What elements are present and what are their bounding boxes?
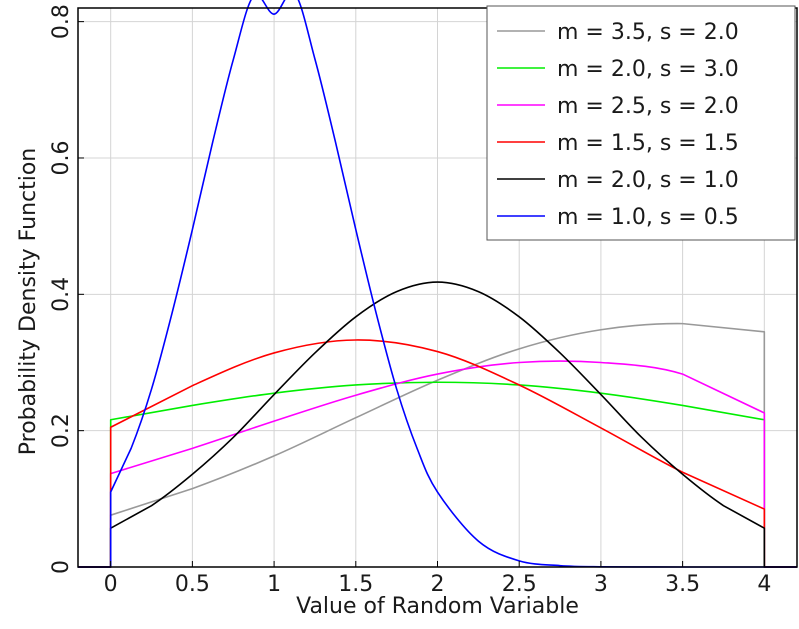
x-tick-label: 2 <box>431 572 445 597</box>
legend-label-5: m = 1.0, s = 0.5 <box>557 205 739 230</box>
legend-label-3: m = 1.5, s = 1.5 <box>557 131 739 156</box>
legend: m = 3.5, s = 2.0 m = 2.0, s = 3.0 m = 2.5,… <box>486 5 796 241</box>
series-line-2 <box>78 360 797 568</box>
y-axis-title: Probability Density Function <box>16 148 41 456</box>
y-tick-label: 0.6 <box>49 140 74 175</box>
x-axis-title: Value of Random Variable <box>296 594 579 619</box>
legend-box <box>486 5 796 241</box>
legend-label-4: m = 2.0, s = 1.0 <box>557 168 739 193</box>
x-tick-label: 1 <box>267 572 281 597</box>
x-tick-label: 0.5 <box>175 572 210 597</box>
x-tick-label: 4 <box>757 572 771 597</box>
series-line-5 <box>78 0 797 568</box>
x-tick-label: 1.5 <box>338 572 373 597</box>
series-line-0 <box>78 322 797 568</box>
legend-label-2: m = 2.5, s = 2.0 <box>557 94 739 119</box>
y-tick-label: 0.4 <box>49 277 74 312</box>
x-tick-label: 0 <box>104 572 118 597</box>
series-line-3 <box>78 339 797 568</box>
legend-label-0: m = 3.5, s = 2.0 <box>557 20 739 45</box>
y-tick-label: 0.8 <box>49 4 74 39</box>
x-tick-label: 3.5 <box>665 572 700 597</box>
series-line-4 <box>78 281 797 568</box>
x-axis-ticks: 0 0.5 1 1.5 2 2.5 3 3.5 4 <box>104 561 771 597</box>
y-axis-ticks: 0 0.2 0.4 0.6 0.8 <box>49 4 84 574</box>
y-tick-label: 0.2 <box>49 413 74 448</box>
series-lines <box>78 0 797 568</box>
x-tick-label: 3 <box>594 572 608 597</box>
x-tick-label: 2.5 <box>502 572 537 597</box>
y-tick-label: 0 <box>49 560 74 574</box>
legend-label-1: m = 2.0, s = 3.0 <box>557 57 739 82</box>
series-line-1 <box>78 381 797 568</box>
